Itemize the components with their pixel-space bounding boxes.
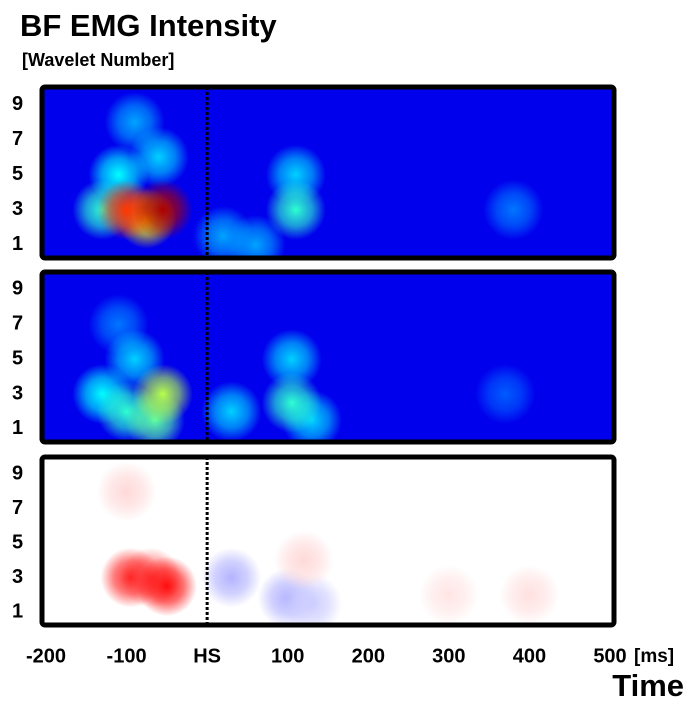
y-tick-label: 3 bbox=[12, 198, 23, 220]
heatmap-spot bbox=[96, 461, 157, 522]
heatmap-spot bbox=[499, 564, 560, 625]
y-tick-label: 7 bbox=[12, 128, 23, 150]
heatmap-spot bbox=[273, 530, 334, 591]
heatmap-spot bbox=[132, 364, 193, 425]
heatmap-panel bbox=[42, 457, 614, 625]
heatmap-panel bbox=[42, 87, 614, 258]
heatmap-panel bbox=[42, 272, 614, 442]
x-tick-label: 300 bbox=[432, 645, 465, 667]
y-tick-label: 1 bbox=[12, 600, 23, 622]
y-axis-label: [Wavelet Number] bbox=[22, 50, 174, 70]
x-unit-label: [ms] bbox=[634, 646, 674, 667]
panel-frame bbox=[39, 454, 617, 628]
x-tick-label: HS bbox=[193, 645, 221, 667]
x-tick-label: -100 bbox=[107, 645, 147, 667]
chart-title: BF EMG Intensity bbox=[20, 8, 277, 43]
x-tick-label: 200 bbox=[352, 645, 385, 667]
panel-frame bbox=[39, 269, 617, 445]
y-tick-label: 9 bbox=[12, 93, 23, 115]
heatmap-spot bbox=[136, 556, 197, 617]
heatmap-spot bbox=[475, 364, 536, 425]
y-tick-label: 3 bbox=[12, 382, 23, 404]
heatmap-spot bbox=[265, 179, 326, 240]
y-tick-label: 5 bbox=[12, 163, 23, 185]
heatmap-spot bbox=[201, 547, 262, 608]
y-tick-label: 7 bbox=[12, 497, 23, 519]
heatmap-spot bbox=[261, 372, 322, 433]
heatmap-spot bbox=[201, 381, 262, 442]
y-tick-label: 9 bbox=[12, 278, 23, 300]
heatmap-spot bbox=[483, 179, 544, 240]
heatmap-spot bbox=[261, 329, 322, 390]
y-tick-label: 1 bbox=[12, 417, 23, 439]
y-tick-label: 9 bbox=[12, 463, 23, 485]
heatmap-spot bbox=[418, 564, 479, 625]
y-tick-label: 5 bbox=[12, 531, 23, 553]
x-axis-label: Time bbox=[612, 668, 684, 702]
x-tick-label: -200 bbox=[26, 645, 66, 667]
panel-frame bbox=[39, 84, 617, 261]
heatmap-spot bbox=[132, 179, 193, 240]
y-tick-label: 5 bbox=[12, 347, 23, 369]
x-tick-label: 400 bbox=[513, 645, 546, 667]
y-tick-label: 7 bbox=[12, 313, 23, 335]
x-tick-label: 100 bbox=[271, 645, 304, 667]
y-tick-label: 3 bbox=[12, 566, 23, 588]
x-tick-label: 500 bbox=[593, 645, 626, 667]
y-tick-label: 1 bbox=[12, 233, 23, 255]
